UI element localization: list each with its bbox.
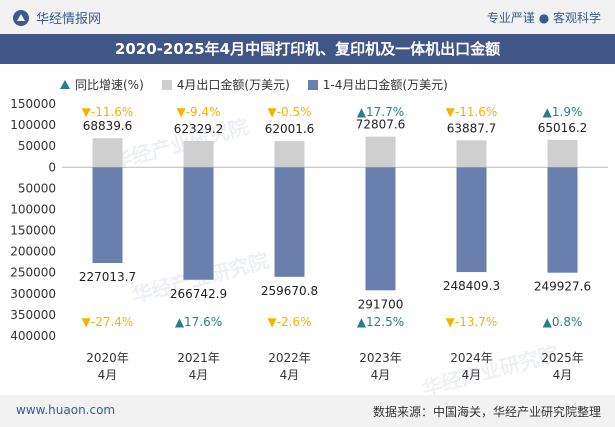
brand-logo-icon	[13, 9, 29, 26]
x-tick-label-month: 4月	[189, 368, 209, 382]
brand-name: 华经情报网	[36, 12, 102, 27]
data-label-april: 68839.6	[83, 119, 133, 133]
data-label-april: 65016.2	[538, 121, 588, 135]
data-label-cumulative: 259670.8	[261, 284, 318, 298]
bar-april	[183, 140, 214, 168]
x-tick-label-month: 4月	[98, 368, 118, 382]
y-tick-label: 150000	[10, 224, 56, 238]
legend-april: 4月出口金额(万美元)	[161, 76, 290, 93]
growth-label-cumulative: ▲17.6%	[175, 315, 222, 329]
growth-label-cumulative: ▼-27.4%	[82, 315, 134, 329]
data-label-cumulative: 266742.9	[170, 287, 227, 301]
bar-april	[547, 139, 578, 168]
data-label-cumulative: 227013.7	[79, 270, 136, 284]
legend-april-swatch	[161, 79, 172, 90]
growth-label-cumulative: ▲12.5%	[357, 315, 404, 329]
data-label-cumulative: 291700	[358, 297, 404, 311]
data-label-cumulative: 249927.6	[534, 280, 591, 294]
bar-cumulative	[274, 167, 305, 277]
x-tick-label-year: 2025年	[541, 351, 584, 365]
legend: 同比增速(%) 4月出口金额(万美元) 1-4月出口金额(万美元)	[60, 76, 448, 93]
x-tick-label-month: 4月	[371, 368, 391, 382]
x-tick-label-year: 2020年	[86, 351, 129, 365]
x-tick-label-year: 2022年	[268, 351, 311, 365]
growth-label-cumulative: ▼-2.6%	[267, 315, 311, 329]
tagline: 专业严谨 ● 客观科学	[486, 11, 601, 25]
x-tick-label-year: 2021年	[177, 351, 220, 365]
data-label-april: 62329.2	[174, 122, 224, 136]
data-label-april: 72807.6	[356, 118, 406, 132]
bar-cumulative	[365, 167, 396, 291]
x-tick-label-year: 2024年	[450, 351, 493, 365]
data-label-april: 63887.7	[447, 121, 497, 135]
bar-cumulative	[183, 167, 214, 280]
y-tick-label: 50000	[18, 181, 56, 195]
brand[interactable]: 华经情报网	[12, 8, 101, 27]
growth-label-cumulative: ▼-13.7%	[446, 315, 498, 329]
y-tick-label: 300000	[10, 287, 56, 301]
growth-label-april: ▼-0.5%	[267, 105, 311, 119]
growth-label-cumulative: ▲0.8%	[543, 315, 583, 329]
y-tick-label: 200000	[10, 245, 56, 259]
bar-april	[365, 136, 396, 168]
x-tick-label-year: 2023年	[359, 351, 402, 365]
y-tick-label: 400000	[10, 329, 56, 343]
footer-source: 数据来源：中国海关，华经产业研究院整理	[372, 405, 601, 419]
footer-url[interactable]: www.huaon.com	[16, 403, 116, 417]
legend-cumulative-swatch	[307, 79, 318, 90]
y-tick-label: 100000	[10, 118, 56, 132]
y-tick-label: 150000	[10, 97, 56, 111]
growth-label-april: ▼-11.6%	[446, 105, 498, 119]
x-tick-label-month: 4月	[462, 368, 482, 382]
data-label-cumulative: 248409.3	[443, 279, 500, 293]
data-label-april: 62001.6	[265, 122, 315, 136]
x-tick-label-month: 4月	[553, 368, 573, 382]
bar-cumulative	[92, 167, 123, 264]
bar-cumulative	[456, 167, 487, 273]
footer: www.huaon.com 数据来源：中国海关，华经产业研究院整理	[0, 395, 615, 427]
y-tick-label: 100000	[10, 202, 56, 216]
y-tick-label: 350000	[10, 308, 56, 322]
bar-april	[92, 138, 123, 168]
legend-growth: 同比增速(%)	[60, 76, 144, 93]
y-tick-label: 50000	[18, 139, 56, 153]
x-tick-label-month: 4月	[280, 368, 300, 382]
growth-label-april: ▲17.7%	[357, 105, 404, 119]
growth-label-april: ▼-9.4%	[176, 105, 220, 119]
bar-april	[456, 140, 487, 168]
growth-label-april: ▲1.9%	[543, 105, 583, 119]
chart-title: 2020-2025年4月中国打印机、复印机及一体机出口金额	[0, 34, 615, 64]
triangle-up-icon	[60, 80, 70, 89]
bar-april	[274, 141, 305, 168]
top-bar: 华经情报网 专业严谨 ● 客观科学	[0, 0, 615, 34]
y-tick-label: 250000	[10, 266, 56, 280]
legend-cumulative-label: 1-4月出口金额(万美元)	[322, 78, 448, 92]
legend-growth-label: 同比增速(%)	[75, 78, 144, 92]
y-tick-label: 0	[48, 160, 56, 174]
legend-april-label: 4月出口金额(万美元)	[176, 78, 290, 92]
growth-label-april: ▼-11.6%	[82, 105, 134, 119]
legend-cumulative: 1-4月出口金额(万美元)	[307, 76, 448, 93]
bar-cumulative	[547, 167, 578, 273]
